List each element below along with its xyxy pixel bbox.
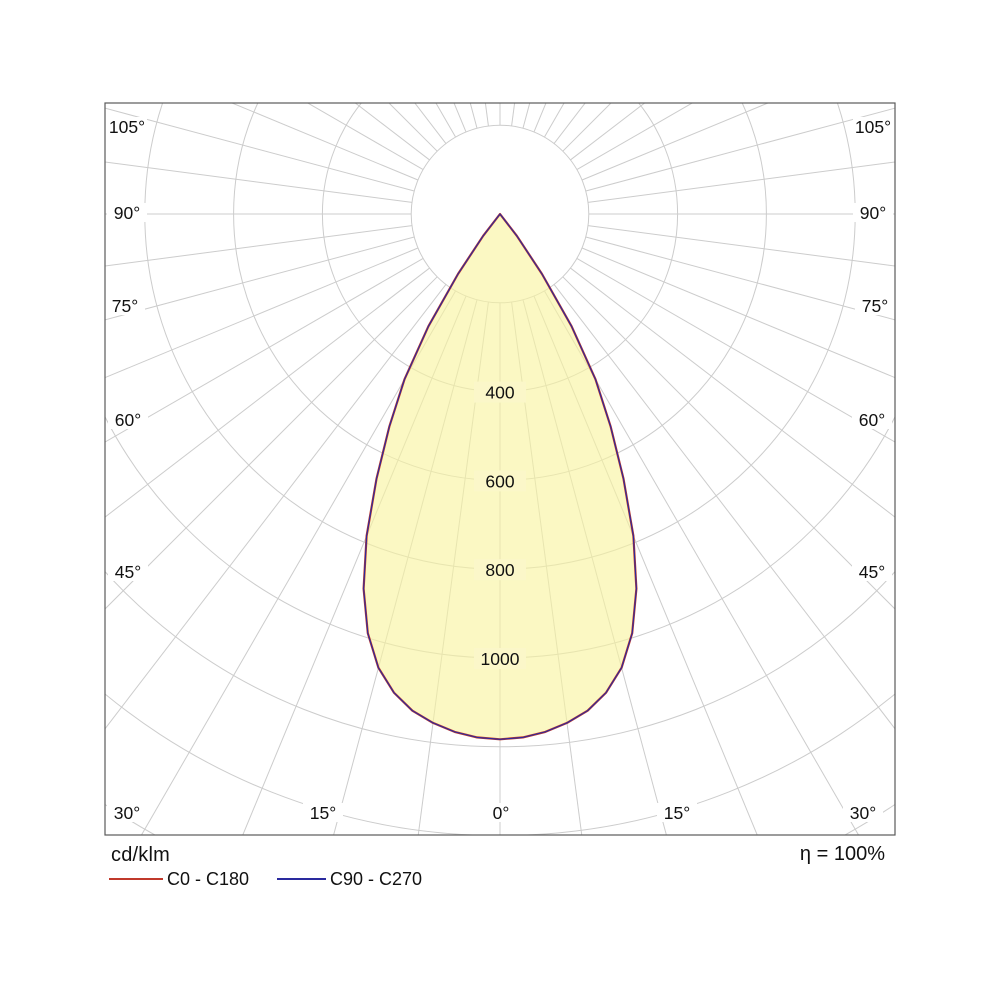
grid-ray xyxy=(230,103,419,181)
grid-ray xyxy=(570,267,895,518)
angle-label-knockout xyxy=(481,803,521,822)
angle-label: 105° xyxy=(855,117,891,137)
c0-c180-legend-label: C0 - C180 xyxy=(167,869,250,889)
grid-ray xyxy=(105,284,447,730)
angle-label: 75° xyxy=(112,296,138,316)
grid-ray xyxy=(105,257,424,443)
angle-label-knockout xyxy=(852,562,892,581)
angle-label-knockout xyxy=(105,296,145,315)
angle-label: 105° xyxy=(109,117,145,137)
angle-label: 15° xyxy=(310,803,336,823)
grid-ray xyxy=(105,276,438,610)
grid-ray xyxy=(469,103,478,129)
grid-ray xyxy=(105,267,430,518)
angle-label-knockout xyxy=(843,803,883,822)
angle-label-knockout xyxy=(108,562,148,581)
grid-ray xyxy=(585,107,895,192)
angle-label: 90° xyxy=(860,203,886,223)
ring-value-label: 1000 xyxy=(481,649,520,669)
unit-label: cd/klm xyxy=(111,844,170,866)
grid-ray xyxy=(581,247,895,379)
angle-label: 45° xyxy=(115,562,141,582)
angle-label-knockout xyxy=(852,410,892,429)
c90-c270-line-swatch xyxy=(277,878,326,880)
grid-ray xyxy=(105,247,419,379)
beam-curve-c90-c270 xyxy=(363,213,637,740)
ring-value-label: 400 xyxy=(485,383,514,403)
ring-value-label: 800 xyxy=(485,560,514,580)
angle-label: 30° xyxy=(850,803,876,823)
chart-border xyxy=(104,102,896,836)
grid-ray xyxy=(105,236,415,321)
angle-label-knockout xyxy=(107,117,147,136)
grid-ray xyxy=(511,103,516,127)
grid-ray xyxy=(414,103,447,144)
ring-label-knockout xyxy=(474,648,526,669)
angle-label-knockout xyxy=(303,803,343,822)
angle-label-knockout xyxy=(107,803,147,822)
ring-label-knockout xyxy=(474,470,526,492)
ring-label-knockout xyxy=(474,381,526,403)
grid-ray xyxy=(585,236,895,321)
angle-label: 30° xyxy=(114,803,140,823)
c90-c270-legend-label: C90 - C270 xyxy=(330,869,423,889)
angle-label-knockout xyxy=(853,203,893,222)
angle-label: 90° xyxy=(114,203,140,223)
angle-label: 15° xyxy=(664,803,690,823)
efficiency-label: η = 100% xyxy=(799,843,885,865)
grid-ray xyxy=(576,103,694,171)
angle-label: 60° xyxy=(115,410,141,430)
grid-ray xyxy=(435,103,457,138)
angle-label: 45° xyxy=(859,562,885,582)
grid-ray xyxy=(522,103,531,129)
grid-ray xyxy=(562,276,895,610)
angle-label-knockout xyxy=(855,296,895,315)
grid-ray xyxy=(543,103,565,138)
grid-ray xyxy=(306,103,424,171)
angle-label-knockout xyxy=(107,203,147,222)
angle-label: 75° xyxy=(862,296,888,316)
grid-ray xyxy=(105,161,413,203)
grid-ray xyxy=(140,290,457,835)
grid-ray xyxy=(105,107,415,192)
grid-ray xyxy=(576,257,895,443)
angle-label: 60° xyxy=(859,410,885,430)
grid-ray xyxy=(553,103,586,144)
grid-ray xyxy=(553,284,895,730)
grid-ray xyxy=(587,161,895,203)
angle-label-knockout xyxy=(657,803,697,822)
grid-ray xyxy=(543,290,860,835)
c0-c180-line-swatch xyxy=(109,878,163,880)
grid-ray xyxy=(105,225,413,267)
grid-ray xyxy=(562,103,612,152)
angle-label-knockout xyxy=(108,410,148,429)
ring-value-label: 600 xyxy=(485,471,514,491)
angle-label-knockout xyxy=(853,117,893,136)
angle-label: 0° xyxy=(493,803,510,823)
grid-ray xyxy=(581,103,770,181)
grid-ray xyxy=(587,225,895,267)
grid-ray xyxy=(388,103,438,152)
grid-ray xyxy=(484,103,489,127)
ring-label-knockout xyxy=(474,559,526,581)
